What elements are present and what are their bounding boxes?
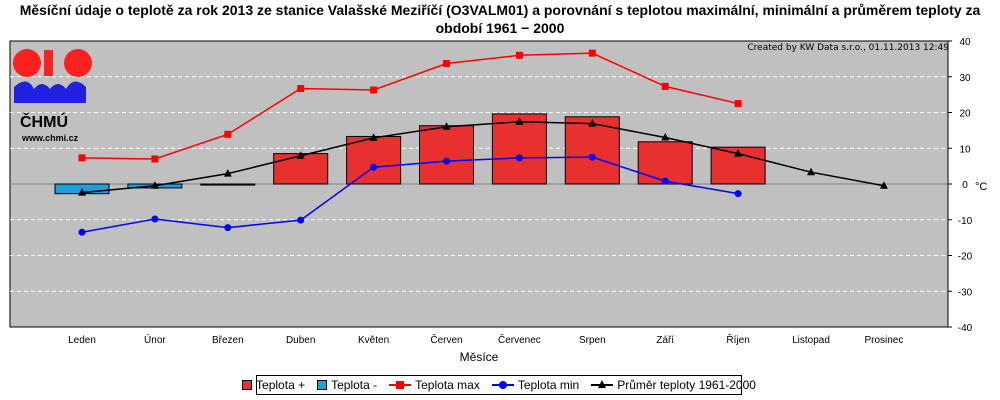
logo-circle-left-icon [13,49,41,77]
legend-item-prumer: Průměr teploty 1961-2000 [591,378,756,392]
x-tick-label: Květen [358,335,389,346]
point-marker [297,85,305,93]
x-tick-label: Červen [430,333,462,346]
x-tick-label: Srpen [579,335,606,346]
bar [346,135,402,185]
point-marker [515,117,524,125]
chmu-logo: ČHMÚ www.chmi.cz [10,45,100,145]
point-marker [224,130,232,138]
x-tick-label: Duben [286,335,315,346]
point-marker [370,86,378,94]
bar [491,113,547,185]
y-axis-unit: °C [975,181,987,193]
x-tick-label: Říjen [726,333,749,346]
point-marker [223,169,232,177]
y-tick-label: 0 [962,180,968,191]
point-marker [661,82,669,90]
point-marker [150,181,159,189]
legend-item-teplota-minus: Teplota - [317,378,377,392]
circle-marker-icon [491,380,514,390]
point-marker [734,149,743,157]
point-marker [807,167,815,176]
logo-bar-icon [44,50,53,76]
point-marker [879,181,888,189]
point-marker [661,133,670,141]
x-tick-label: Prosinec [864,335,903,346]
bar [419,125,474,185]
y-tick-label: -40 [958,323,973,334]
square-marker-icon [389,380,412,390]
legend-swatch-red [242,380,253,390]
point-marker [297,216,305,224]
point-marker [515,51,523,59]
series-line [81,121,885,194]
logo-name: ČHMÚ [20,112,68,131]
created-by-note: Created by KW Data s.r.o., 01.11.2013 12… [747,43,949,53]
series-line [81,52,739,160]
legend-item-teplota-min: Teplota min [491,378,580,392]
y-tick-label: 30 [959,73,971,84]
x-tick-label: Leden [68,335,96,346]
x-axis-ticks: Leden Únor Březen Duben Květen Červen Červenec… [68,333,903,346]
point-marker [442,122,451,130]
y-axis-ticks: 40 30 20 10 0 -10 -20 -30 -40 [948,37,973,334]
bar [200,183,256,186]
point-marker [443,157,450,165]
point-marker [151,215,159,223]
point-marker [78,188,86,196]
point-marker [588,119,597,127]
legend-label: Teplota + [256,378,306,392]
bar [637,141,693,185]
series-lines [78,49,888,236]
x-tick-label: Září [656,335,674,346]
y-tick-label: 20 [959,109,971,120]
point-marker [734,100,742,108]
legend-swatch-blue [317,380,328,390]
point-marker [661,177,669,185]
point-marker [296,151,305,159]
x-tick-label: Listopad [792,335,830,346]
y-tick-label: -20 [958,252,973,263]
chart-title: Měsíční údaje o teplotě za rok 2013 ze s… [19,2,981,36]
point-marker [370,163,378,171]
point-marker [369,133,378,141]
point-marker [78,154,86,162]
legend-label: Teplota max [415,378,480,392]
y-tick-label: -10 [958,216,973,227]
point-marker [734,190,742,198]
x-tick-label: Červenec [498,333,541,346]
legend-label: Průměr teploty 1961-2000 [617,378,756,392]
point-marker [224,224,232,232]
point-marker [515,154,523,162]
y-tick-label: -30 [958,287,973,298]
x-axis-label: Měsíce [460,350,499,364]
logo-wave-icon [14,81,86,103]
legend-item-teplota-plus: Teplota + [242,378,305,392]
bar [564,116,620,185]
point-marker [588,49,596,57]
logo-circle-right-icon [64,49,92,77]
logo-url: www.chmi.cz [21,133,79,143]
legend-item-teplota-max: Teplota max [389,378,480,392]
y-tick-label: 10 [959,144,971,155]
legend-label: Teplota min [517,378,580,392]
point-marker [151,155,159,163]
series-line [81,156,739,234]
legend-label: Teplota - [331,378,378,392]
y-tick-label: 40 [959,37,971,48]
x-tick-label: Březen [212,335,244,346]
x-tick-label: Únor [144,333,166,346]
point-marker [78,228,86,236]
point-marker [443,60,450,68]
legend: Teplota + Teplota - Teplota max Teplota … [242,375,756,395]
point-marker [588,153,596,161]
triangle-marker-icon [591,380,614,390]
